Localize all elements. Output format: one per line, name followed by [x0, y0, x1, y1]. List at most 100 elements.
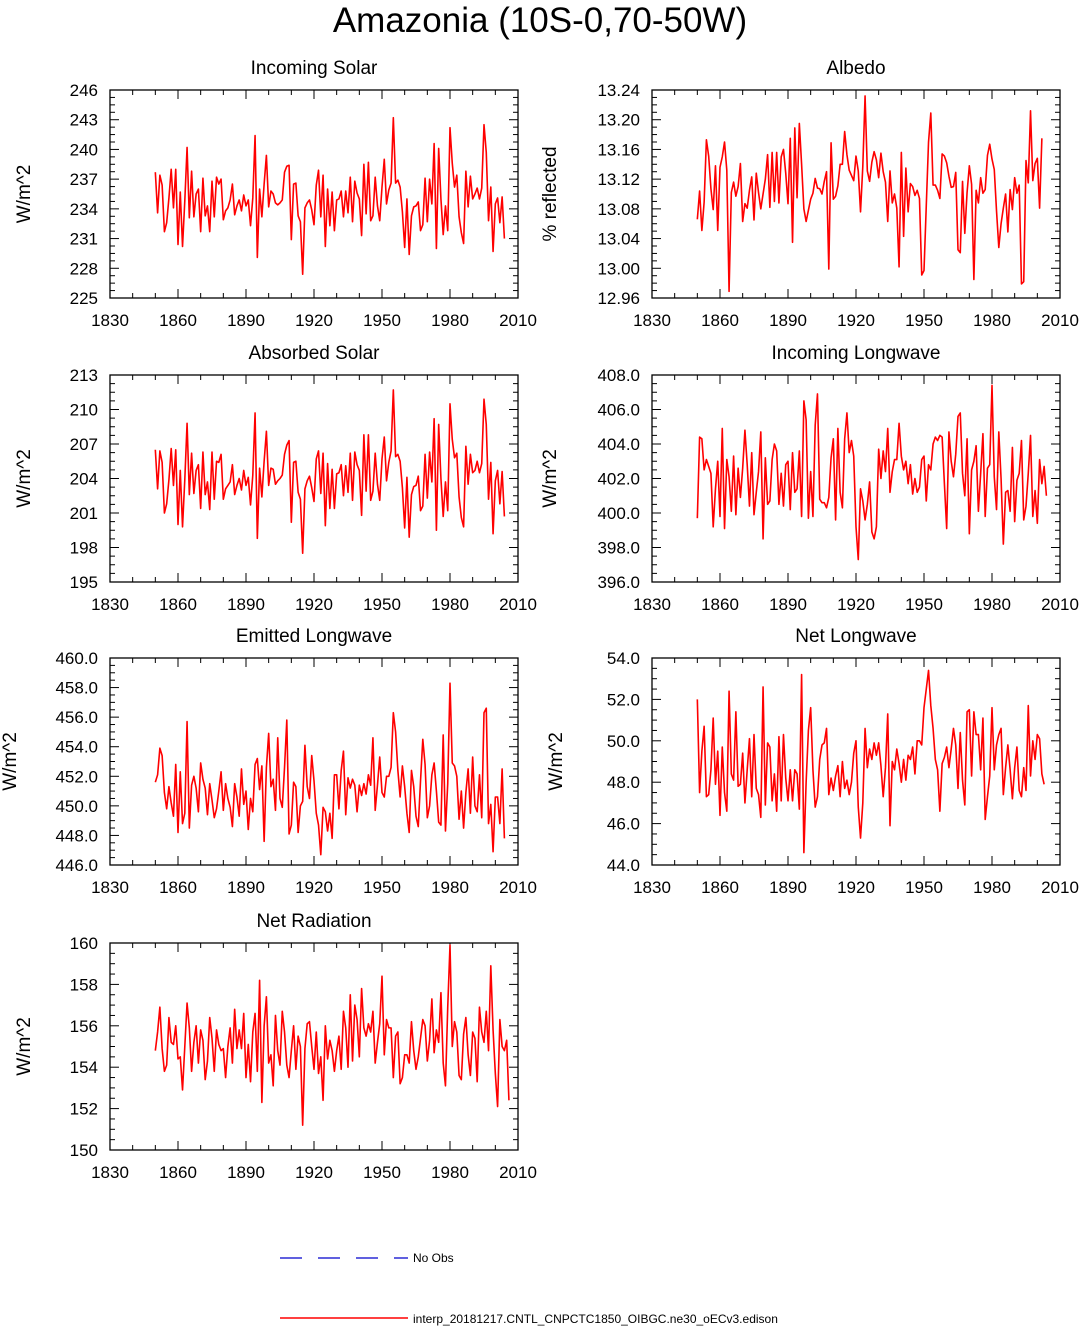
- panel-title: Incoming Solar: [251, 58, 378, 79]
- x-tick-label: 1830: [91, 1163, 129, 1182]
- x-tick-label: 2010: [499, 878, 537, 897]
- legend-obs-label: No Obs: [413, 1251, 454, 1265]
- panel-title: Emitted Longwave: [236, 626, 392, 647]
- y-tick-label: 198: [70, 539, 98, 558]
- plot-frame: [109, 374, 519, 583]
- chart-panel-5: Emitted Longwave W/m^2 1830 1860 1890 1920 195…: [0, 626, 537, 897]
- x-tick-label: 2010: [1041, 595, 1079, 614]
- y-tick-label: 246: [70, 81, 98, 100]
- y-tick-label: 234: [70, 200, 98, 219]
- x-tick-label: 1920: [295, 311, 333, 330]
- y-tick-label: 150: [70, 1141, 98, 1160]
- x-tick-label: 1890: [227, 878, 265, 897]
- y-tick-label: 156: [70, 1017, 98, 1036]
- plot-frame: [109, 89, 519, 299]
- y-tick-label: 402.0: [597, 470, 640, 489]
- y-tick-label: 450.0: [55, 797, 98, 816]
- y-axis-label: W/m^2: [546, 732, 567, 791]
- x-tick-label: 1830: [633, 595, 671, 614]
- y-axis-label: W/m^2: [14, 165, 35, 224]
- y-tick-label: 460.0: [55, 649, 98, 668]
- chart-panel-3: Absorbed Solar W/m^2 1830 1860 1890 1920 1950 1…: [14, 343, 537, 614]
- x-tick-label: 1830: [91, 595, 129, 614]
- y-tick-label: 404.0: [597, 435, 640, 454]
- y-tick-label: 452.0: [55, 767, 98, 786]
- x-tick-label: 1920: [295, 878, 333, 897]
- series-line-model: [154, 116, 506, 276]
- y-tick-label: 50.0: [607, 732, 640, 751]
- y-tick-label: 158: [70, 975, 98, 994]
- y-tick-label: 154: [70, 1058, 98, 1077]
- x-tick-label: 2010: [1041, 311, 1079, 330]
- x-tick-label: 1980: [431, 311, 469, 330]
- x-tick-label: 2010: [499, 311, 537, 330]
- y-tick-label: 13.08: [597, 200, 640, 219]
- panel-title: Absorbed Solar: [249, 343, 381, 364]
- panel-title: Net Longwave: [795, 626, 916, 647]
- y-tick-label: 458.0: [55, 679, 98, 698]
- y-tick-label: 160: [70, 934, 98, 953]
- y-tick-label: 54.0: [607, 649, 640, 668]
- x-tick-label: 1890: [769, 878, 807, 897]
- x-tick-label: 1950: [905, 311, 943, 330]
- x-tick-label: 1890: [769, 311, 807, 330]
- x-tick-label: 1920: [295, 595, 333, 614]
- x-tick-label: 1860: [159, 311, 197, 330]
- y-tick-label: 13.00: [597, 259, 640, 278]
- plot-frame: [109, 657, 519, 866]
- chart-panel-2: Albedo % reflected 1830 1860 1890 1920 1950 198…: [540, 58, 1079, 330]
- y-tick-label: 13.20: [597, 111, 640, 130]
- y-tick-label: 12.96: [597, 289, 640, 308]
- legend-model-label: interp_20181217.CNTL_CNPCTC1850_OIBGC.ne…: [413, 1312, 778, 1326]
- y-tick-label: 400.0: [597, 504, 640, 523]
- y-tick-label: 52.0: [607, 690, 640, 709]
- y-tick-label: 13.04: [597, 230, 640, 249]
- y-tick-label: 237: [70, 170, 98, 189]
- chart-panel-7: Net Radiation W/m^2 1830 1860 1890 1920 1950 19…: [14, 911, 537, 1182]
- y-tick-label: 406.0: [597, 401, 640, 420]
- plot-frame: [651, 89, 1061, 299]
- y-tick-label: 210: [70, 401, 98, 420]
- x-tick-label: 1890: [227, 311, 265, 330]
- y-axis-label: % reflected: [540, 146, 561, 241]
- x-tick-label: 1980: [973, 878, 1011, 897]
- x-tick-label: 1920: [837, 595, 875, 614]
- y-tick-label: 225: [70, 289, 98, 308]
- chart-panel-6: Net Longwave W/m^2 1830 1860 1890 1920 1950 198…: [546, 626, 1079, 897]
- x-tick-label: 1860: [159, 595, 197, 614]
- y-axis-label: W/m^2: [14, 449, 35, 508]
- x-tick-label: 1860: [701, 878, 739, 897]
- y-tick-label: 448.0: [55, 826, 98, 845]
- x-tick-label: 1950: [363, 311, 401, 330]
- y-tick-label: 201: [70, 504, 98, 523]
- y-tick-label: 13.24: [597, 81, 640, 100]
- y-tick-label: 231: [70, 230, 98, 249]
- y-tick-label: 44.0: [607, 856, 640, 875]
- page-title: Amazonia (10S-0,70-50W): [333, 1, 747, 40]
- x-tick-label: 1950: [363, 878, 401, 897]
- x-tick-label: 1830: [91, 878, 129, 897]
- series-line-model: [696, 669, 1045, 854]
- x-tick-label: 1890: [227, 595, 265, 614]
- legend: No Obs interp_20181217.CNTL_CNPCTC1850_O…: [280, 1251, 778, 1326]
- y-tick-label: 152: [70, 1100, 98, 1119]
- plot-frame: [651, 374, 1061, 583]
- panel-title: Incoming Longwave: [772, 343, 941, 364]
- x-tick-label: 1950: [905, 878, 943, 897]
- y-tick-label: 207: [70, 435, 98, 454]
- y-axis-label: W/m^2: [0, 732, 21, 791]
- x-tick-label: 2010: [1041, 878, 1079, 897]
- y-tick-label: 48.0: [607, 773, 640, 792]
- y-tick-label: 456.0: [55, 708, 98, 727]
- x-tick-label: 1860: [159, 1163, 197, 1182]
- y-tick-label: 195: [70, 573, 98, 592]
- series-line-model: [154, 944, 510, 1126]
- x-tick-label: 1830: [633, 878, 671, 897]
- x-tick-label: 2010: [499, 1163, 537, 1182]
- y-tick-label: 446.0: [55, 856, 98, 875]
- x-tick-label: 1980: [973, 311, 1011, 330]
- x-tick-label: 2010: [499, 595, 537, 614]
- x-tick-label: 1950: [905, 595, 943, 614]
- series-line-model: [154, 682, 506, 856]
